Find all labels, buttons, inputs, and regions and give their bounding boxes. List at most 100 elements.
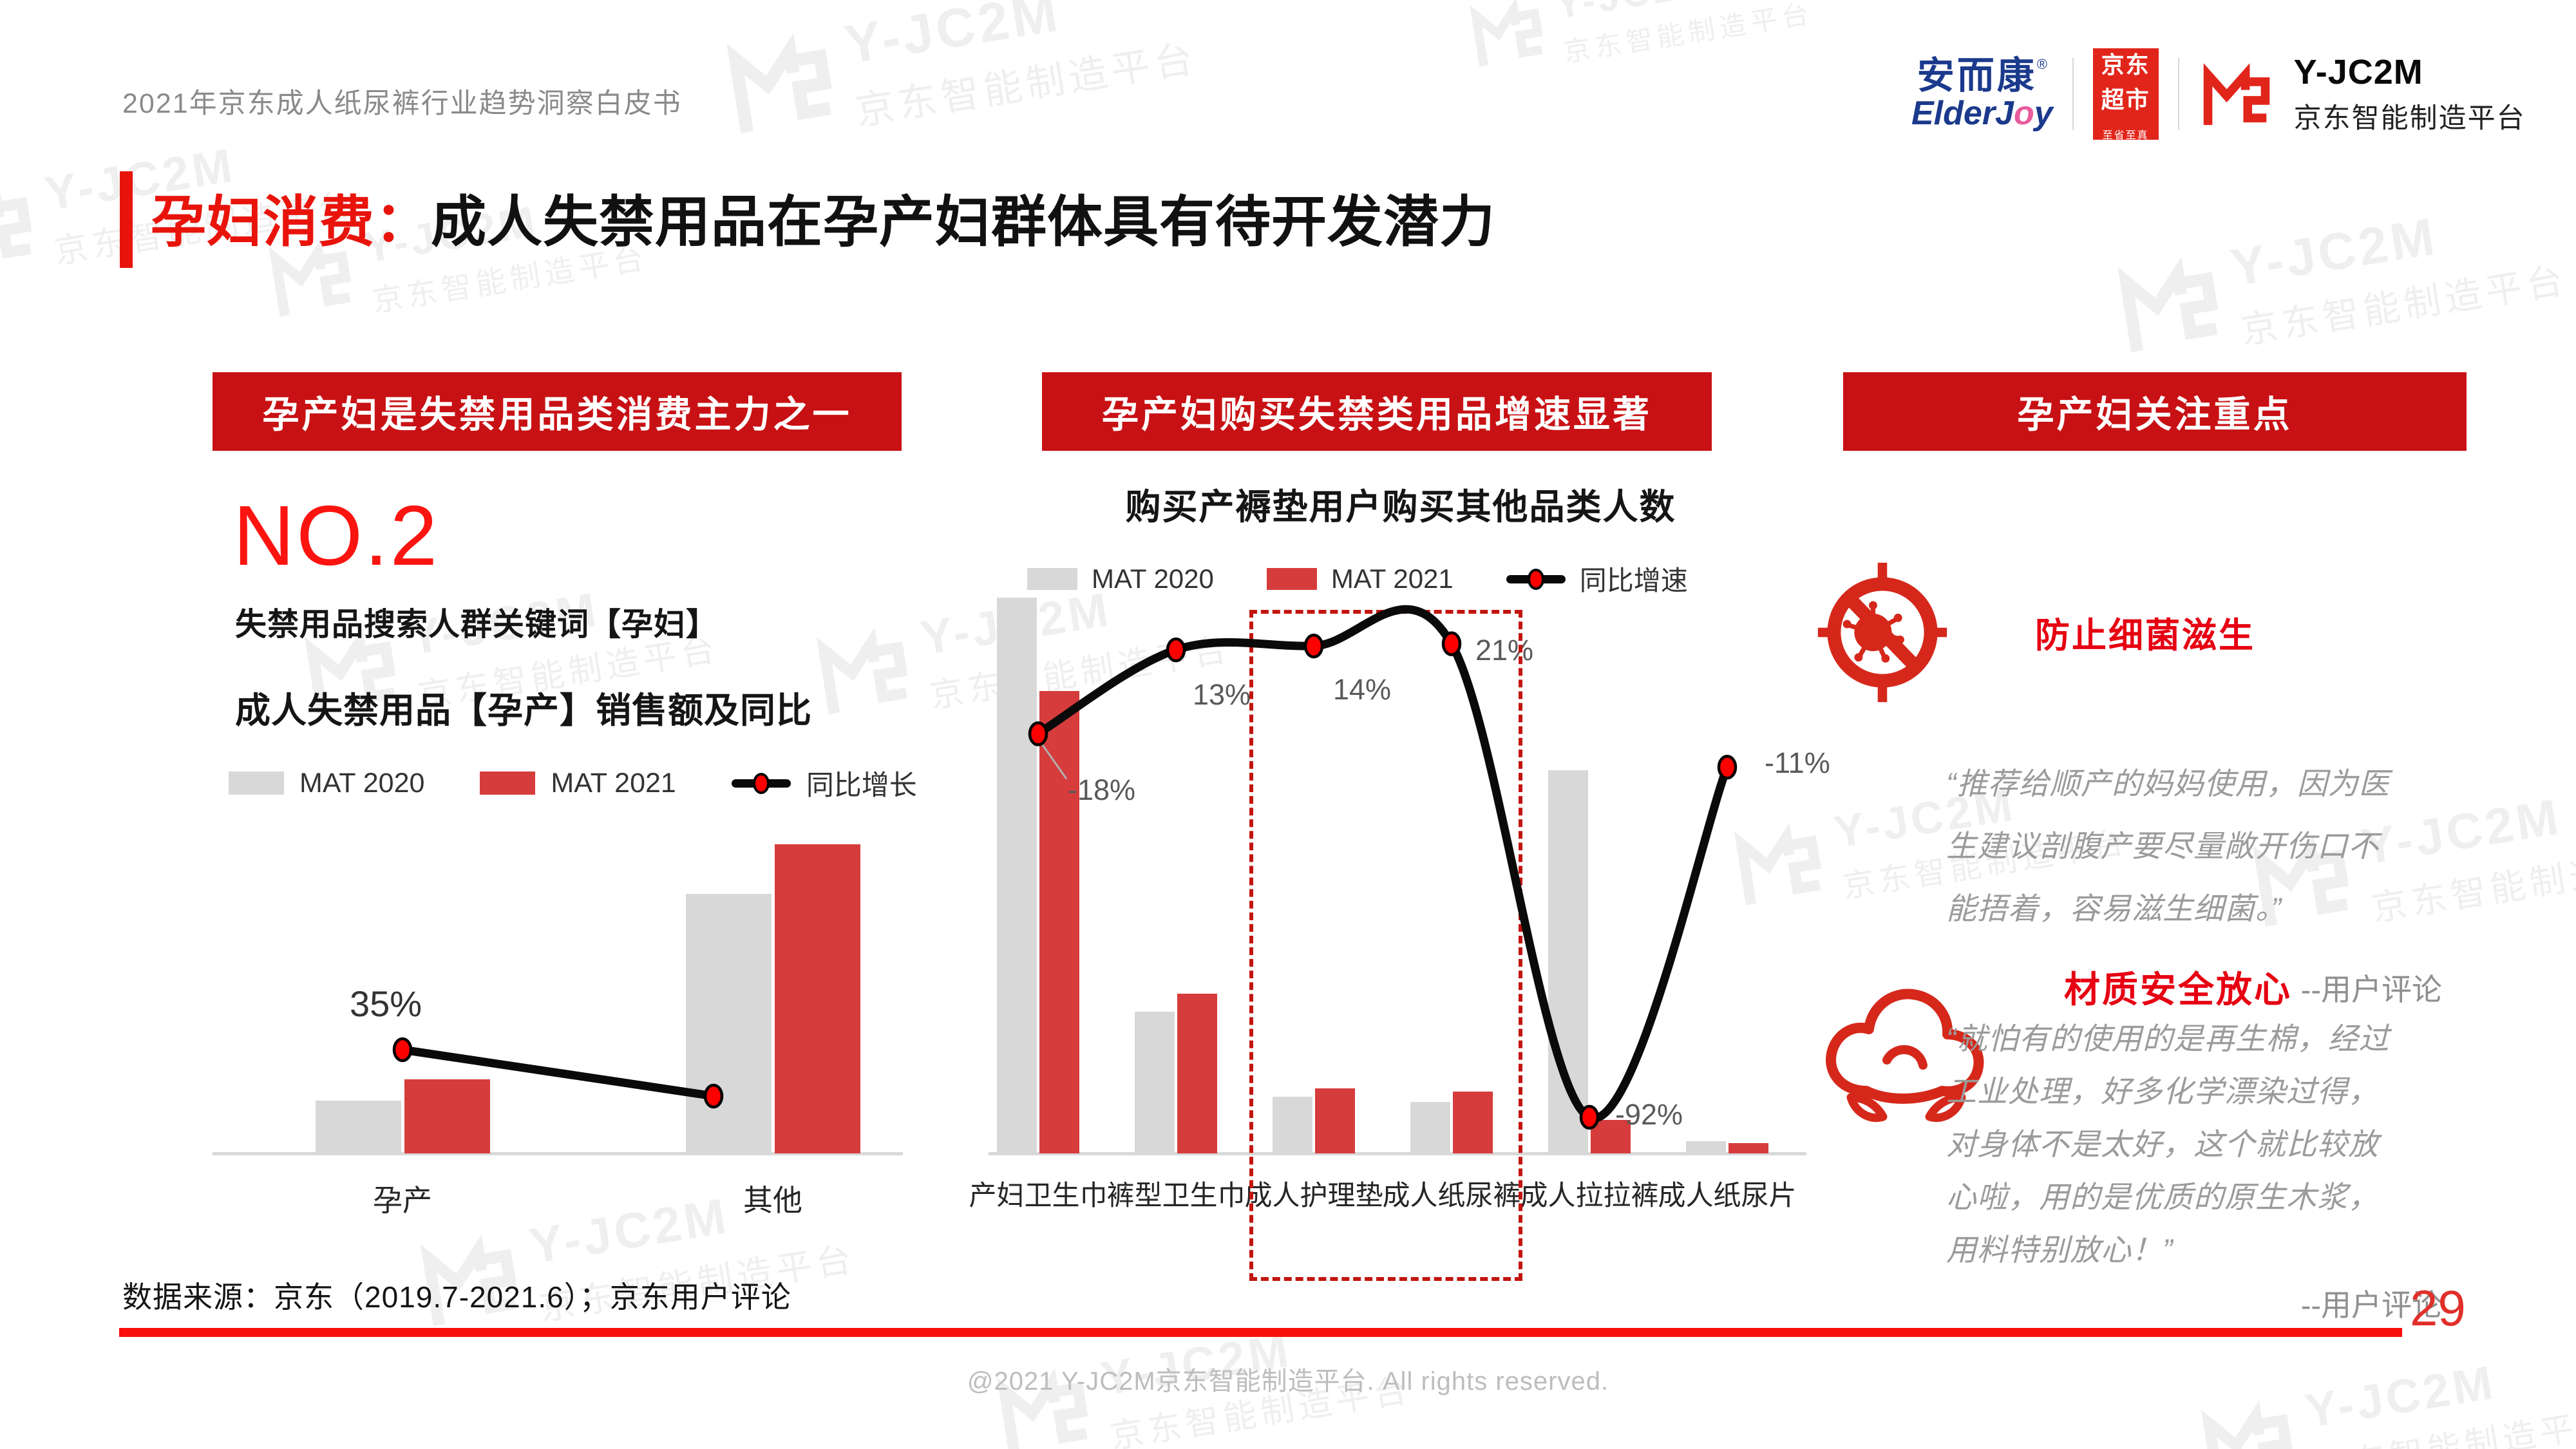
mid-category-label-0: 产妇卫生巾 xyxy=(969,1180,1108,1211)
mid-bar-mat2021-0 xyxy=(1039,691,1079,1153)
elderjoy-en: ElderJoy xyxy=(1911,95,2053,133)
mid-category-label-3: 成人纸尿裤 xyxy=(1382,1180,1521,1211)
left-bar-mat2021-1 xyxy=(775,844,860,1153)
middle-chart-title: 购买产褥垫用户购买其他品类人数 xyxy=(1125,487,1676,527)
footer-red-line xyxy=(119,1328,2402,1337)
left-category-label-0: 孕产 xyxy=(373,1184,432,1217)
left-growth-dot-0 xyxy=(392,1037,413,1063)
logo-group: 安而康® ElderJoy 京东 超市 至省至真 Y-JC2M 京东智能制造平台 xyxy=(1911,45,2526,143)
watermark-logo-icon xyxy=(0,183,32,270)
watermark-logo-icon xyxy=(1470,0,1543,67)
watermark: Y-JC2M京东智能制造平台 xyxy=(1464,0,1816,84)
mid-bar-mat2020-1 xyxy=(1135,1012,1175,1153)
left-bar-mat2020-1 xyxy=(686,894,772,1153)
logo-divider xyxy=(2072,58,2074,130)
left-bar-mat2020-0 xyxy=(316,1101,401,1153)
watermark-logo-icon xyxy=(2252,835,2349,927)
rank-number: NO.2 xyxy=(233,488,440,583)
watermark-logo-icon xyxy=(996,1368,1088,1449)
mid-bar-mat2020-0 xyxy=(997,598,1037,1153)
left-bar-mat2021-0 xyxy=(404,1079,490,1153)
banner-right: 孕产妇关注重点 xyxy=(1843,372,2467,451)
copyright-note: @2021 Y-JC2M京东智能制造平台. All rights reserve… xyxy=(967,1367,1609,1396)
logo-divider xyxy=(2177,58,2179,130)
jc2m-logo-icon xyxy=(2203,63,2269,126)
mid-growth-label-4: -92% xyxy=(1615,1097,1683,1131)
elderjoy-cn: 安而康® xyxy=(1917,55,2047,97)
no-bacteria-icon xyxy=(1815,529,1950,739)
jd-supermarket-logo: 京东 超市 至省至真 xyxy=(2092,48,2159,141)
legend-swatch-mat2021 xyxy=(480,772,536,795)
page-title: 孕妇消费：成人失禁用品在孕产妇群体具有待开发潜力 xyxy=(151,191,1495,253)
watermark-logo-icon xyxy=(2117,256,2219,352)
mid-bar-mat2020-4 xyxy=(1548,770,1588,1153)
mid-category-label-4: 成人拉拉裤 xyxy=(1520,1180,1659,1211)
middle-chart-axis xyxy=(989,1152,1806,1155)
legend-swatch-mat2020 xyxy=(229,772,284,795)
banner-left: 孕产妇是失禁用品类消费主力之一 xyxy=(213,372,902,451)
mid-growth-label-1: 13% xyxy=(1193,678,1251,712)
mid-bar-mat2021-5 xyxy=(1728,1143,1768,1153)
elderjoy-logo: 安而康® ElderJoy xyxy=(1911,55,2053,133)
cotton-icon xyxy=(1811,965,2004,1142)
watermark-logo-icon xyxy=(304,627,396,715)
data-source-note: 数据来源：京东（2019.7-2021.6）；京东用户评论 xyxy=(122,1280,791,1314)
mid-category-label-1: 裤型卫生巾 xyxy=(1106,1180,1245,1211)
legend-swatch-mat2021 xyxy=(1266,567,1317,590)
left-growth-label-0: 35% xyxy=(350,983,422,1024)
legend-swatch-mat2020 xyxy=(1027,567,1077,590)
mid-growth-dot-5 xyxy=(1717,754,1738,780)
title-accent-bar xyxy=(120,171,133,268)
highlight-dashed-box xyxy=(1249,610,1522,1281)
right-point1-source: --用户评论 xyxy=(2300,972,2442,1007)
watermark-logo-icon xyxy=(269,238,351,317)
right-point2-quote: “就怕有的使用的是再生棉，经过工业处理，好多化学漂染过得，对身体不是太好，这个就… xyxy=(1946,1021,2390,1267)
mid-category-label-5: 成人纸尿片 xyxy=(1658,1180,1797,1211)
left-chart-axis xyxy=(213,1152,903,1155)
right-point1-title: 防止细菌滋生 xyxy=(2035,616,2255,655)
legend-label-growth: 同比增速 xyxy=(1579,565,1688,596)
watermark-logo-icon xyxy=(2201,1400,2293,1449)
legend-label-mat2020: MAT 2020 xyxy=(299,767,425,799)
right-point1-quote: “推荐给顺产的妈妈使用，因为医生建议剖腹产要尽量敞开伤口不能捂着，容易滋生细菌。… xyxy=(1946,766,2390,925)
mid-growth-label-0: -18% xyxy=(1068,773,1136,807)
legend-label-mat2021: MAT 2021 xyxy=(551,767,676,799)
mid-growth-dot-1 xyxy=(1166,637,1186,663)
jc2m-logo-text: Y-JC2M 京东智能制造平台 xyxy=(2293,53,2526,134)
legend-line-sample xyxy=(1506,567,1566,591)
document-title: 2021年京东成人纸尿裤行业趋势洞察白皮书 xyxy=(122,88,682,119)
page-number: 29 xyxy=(2410,1280,2466,1336)
mid-growth-label-5: -11% xyxy=(1765,746,1830,780)
mid-bar-mat2020-5 xyxy=(1686,1141,1726,1153)
legend-label-mat2021: MAT 2021 xyxy=(1331,563,1454,594)
legend-line-sample xyxy=(731,772,791,795)
left-chart-legend: MAT 2020 MAT 2021 同比增长 xyxy=(229,763,917,803)
mid-bar-mat2021-1 xyxy=(1177,994,1217,1153)
watermark: Y-JC2M京东智能制造平台 xyxy=(809,564,1234,734)
mid-category-label-2: 成人护理垫 xyxy=(1244,1180,1383,1211)
rank-caption: 失禁用品搜索人群关键词【孕妇】 xyxy=(235,607,719,642)
right-point2-title: 材质安全放心 xyxy=(2064,969,2292,1010)
middle-chart-legend: MAT 2020 MAT 2021 同比增速 xyxy=(1027,559,1688,598)
right-point2-source: --用户评论 xyxy=(2300,1288,2442,1322)
legend-label-mat2020: MAT 2020 xyxy=(1092,563,1214,594)
watermark-logo-icon xyxy=(726,33,832,133)
watermark-logo-icon xyxy=(816,627,908,715)
watermark-logo-icon xyxy=(420,1234,517,1326)
left-chart-title: 成人失禁用品【孕产】销售额及同比 xyxy=(235,690,813,730)
left-category-label-1: 其他 xyxy=(743,1184,802,1217)
banner-middle: 孕产妇购买失禁类用品增速显著 xyxy=(1042,372,1712,451)
legend-label-growth: 同比增长 xyxy=(806,770,917,801)
